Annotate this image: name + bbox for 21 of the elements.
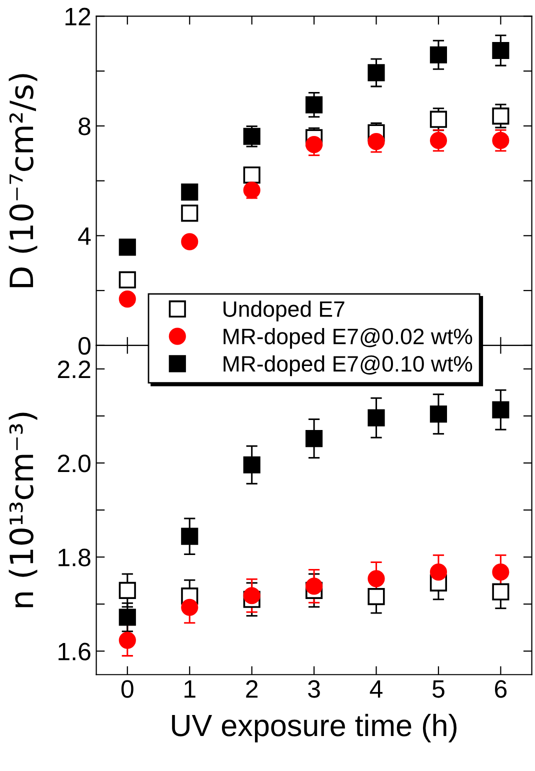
y-tick-label: 4 bbox=[78, 228, 91, 245]
x-tick-label: 2 bbox=[246, 680, 258, 698]
legend-label: Undoped E7 bbox=[224, 300, 344, 322]
x-tick-label: 4 bbox=[370, 680, 382, 698]
x-tick-label: 0 bbox=[121, 680, 134, 698]
y-axis-title: n (10¹³cm⁻³) bbox=[8, 412, 38, 608]
legend-label: MR-doped E7@0.10 wt% bbox=[224, 355, 472, 376]
y-tick-label: 12 bbox=[66, 8, 90, 26]
y-tick-label: 0 bbox=[78, 337, 90, 355]
y-tick-label: 2.2 bbox=[58, 360, 90, 378]
x-tick-label: 5 bbox=[432, 680, 444, 698]
x-axis-title: UV exposure time (h) bbox=[172, 714, 456, 742]
x-tick-label: 6 bbox=[495, 680, 507, 698]
y-tick-label: 8 bbox=[78, 118, 90, 136]
y-tick-label: 2.0 bbox=[58, 454, 90, 472]
x-tick-label: 1 bbox=[184, 680, 196, 698]
x-tick-label: 3 bbox=[308, 680, 320, 698]
legend-label: MR-doped E7@0.02 wt% bbox=[224, 328, 472, 349]
y-tick-label: 1.8 bbox=[58, 548, 90, 566]
y-tick-label: 1.6 bbox=[58, 642, 90, 660]
y-axis-title: D (10⁻⁷cm²/s) bbox=[8, 74, 38, 288]
